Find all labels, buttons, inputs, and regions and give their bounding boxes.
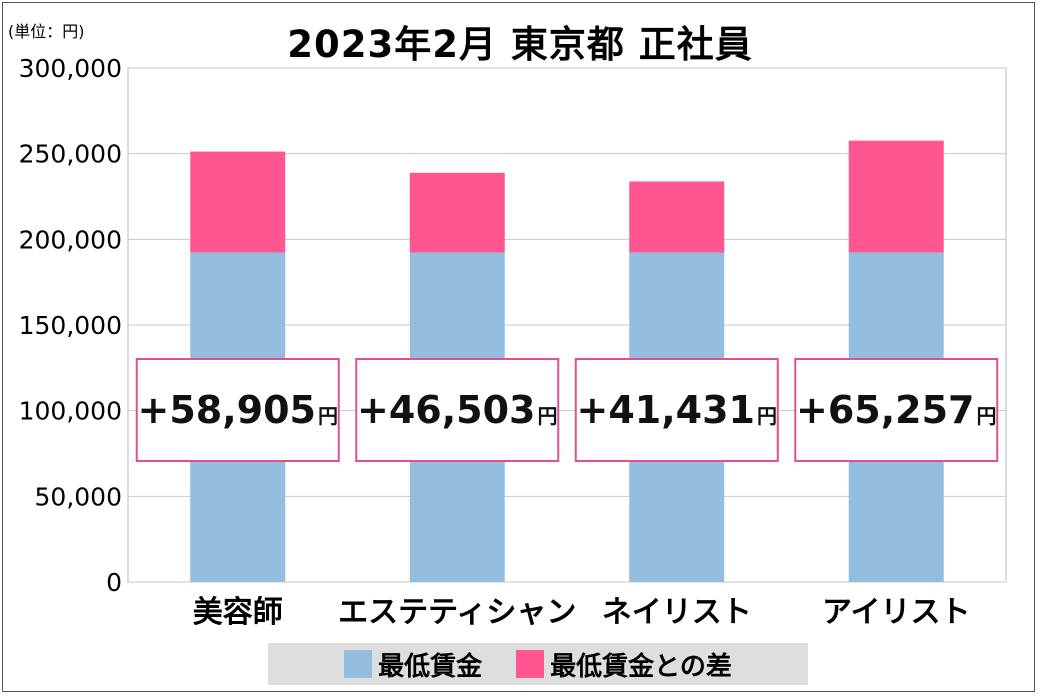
legend-swatch-difference <box>516 650 545 678</box>
difference-unit: 円 <box>757 404 777 428</box>
difference-amount: +46,503 <box>357 388 535 432</box>
y-tick-label: 150,000 <box>19 311 122 340</box>
y-tick-label: 50,000 <box>35 482 122 511</box>
legend-item-min-wage: 最低賃金 <box>344 646 482 683</box>
y-tick-label: 0 <box>106 568 122 597</box>
difference-amount: +58,905 <box>138 388 316 432</box>
bar-difference <box>629 181 725 253</box>
difference-callout <box>355 358 560 462</box>
legend: 最低賃金 最低賃金との差 <box>268 643 808 685</box>
difference-unit: 円 <box>537 404 557 428</box>
category-label: 美容師 <box>193 595 283 630</box>
difference-value: +41,431 円 <box>577 388 777 432</box>
y-tick-label: 200,000 <box>19 225 122 254</box>
y-tick-label: 100,000 <box>19 397 122 426</box>
bar-difference <box>190 151 286 253</box>
y-tick-label: 300,000 <box>19 54 122 83</box>
chart-title: 2023年2月 東京都 正社員 <box>287 23 753 66</box>
category-label: アイリスト <box>822 595 971 630</box>
bar-difference <box>409 172 505 253</box>
difference-callout <box>135 358 340 462</box>
bar-difference <box>848 140 944 253</box>
chart-canvas: 0 50,000 100,000 150,000 200,000 250,000 300,0… <box>19 54 1007 630</box>
difference-amount: +41,431 <box>577 388 755 432</box>
difference-value: +58,905 円 <box>138 388 338 432</box>
difference-value: +46,503 円 <box>357 388 557 432</box>
y-tick-label: 250,000 <box>19 140 122 169</box>
difference-callout <box>794 358 999 462</box>
category-label: ネイリスト <box>602 595 752 630</box>
legend-label-min-wage: 最低賃金 <box>378 651 483 682</box>
difference-value: +65,257 円 <box>796 388 996 432</box>
difference-amount: +65,257 <box>796 388 974 432</box>
legend-swatch-min-wage <box>344 650 373 678</box>
difference-unit: 円 <box>976 404 996 428</box>
difference-unit: 円 <box>318 404 338 428</box>
category-label: エステティシャン <box>338 595 576 630</box>
difference-callout <box>574 358 779 462</box>
legend-item-difference: 最低賃金との差 <box>516 646 732 683</box>
unit-label: (単位：円) <box>8 22 85 41</box>
legend-label-difference: 最低賃金との差 <box>550 651 732 682</box>
